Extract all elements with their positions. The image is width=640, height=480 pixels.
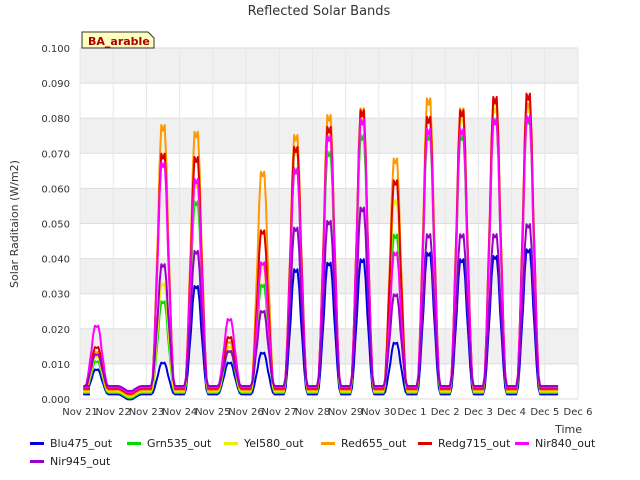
grid-band bbox=[80, 328, 578, 364]
legend-label: Blu475_out bbox=[50, 436, 113, 450]
series-line-Nir945_out bbox=[83, 206, 559, 392]
x-tick-label: Nov 25 bbox=[195, 407, 230, 418]
series-lines bbox=[83, 92, 559, 401]
x-tick-label: Nov 29 bbox=[328, 407, 363, 418]
y-tick-label: 0.050 bbox=[41, 220, 70, 231]
x-tick-label: Dec 1 bbox=[398, 407, 427, 418]
grid-band bbox=[80, 48, 578, 84]
x-axis-label: Time bbox=[554, 423, 582, 436]
x-tick-label: Nov 27 bbox=[261, 407, 296, 418]
y-tick-label: 0.070 bbox=[41, 149, 70, 160]
y-axis-label: Solar Raditaion (W/m2) bbox=[8, 160, 21, 288]
y-tick-label: 0.000 bbox=[41, 395, 70, 406]
x-tick-label: Nov 28 bbox=[295, 407, 330, 418]
y-tick-label: 0.060 bbox=[41, 184, 70, 195]
x-tick-label: Nov 23 bbox=[129, 407, 164, 418]
legend-item: Blu475_out bbox=[30, 437, 127, 450]
site-label-text: BA_arable bbox=[88, 35, 150, 48]
y-tick-label: 0.020 bbox=[41, 325, 70, 336]
x-tick-label: Dec 6 bbox=[564, 407, 593, 418]
y-tick-label: 0.010 bbox=[41, 360, 70, 371]
legend-swatch bbox=[30, 441, 44, 445]
grid-band bbox=[80, 188, 578, 224]
series-line-Blu475_out bbox=[83, 248, 559, 401]
legend-label: Red655_out bbox=[341, 436, 407, 450]
series-line-Nir840_out bbox=[83, 114, 559, 394]
y-tick-label: 0.100 bbox=[41, 44, 70, 55]
x-tick-label: Nov 21 bbox=[62, 407, 97, 418]
y-tick-label: 0.080 bbox=[41, 114, 70, 125]
chart-title: Reflected Solar Bands bbox=[248, 4, 391, 19]
x-tick-label: Dec 2 bbox=[431, 407, 460, 418]
x-tick-label: Dec 4 bbox=[497, 407, 526, 418]
x-tick-label: Dec 5 bbox=[530, 407, 559, 418]
legend-item: Grn535_out bbox=[127, 437, 224, 450]
y-tick-label: 0.030 bbox=[41, 290, 70, 301]
legend-label: Yel580_out bbox=[244, 436, 304, 450]
y-tick-label: 0.090 bbox=[41, 79, 70, 90]
legend-swatch bbox=[30, 459, 44, 463]
site-label-badge: BA_arable bbox=[81, 31, 155, 49]
legend-swatch bbox=[127, 441, 141, 445]
x-tick-label: Nov 22 bbox=[95, 407, 130, 418]
legend-label: Grn535_out bbox=[147, 436, 212, 450]
x-tick-label: Nov 30 bbox=[361, 407, 396, 418]
legend-swatch bbox=[321, 441, 335, 445]
legend-label: Redg715_out bbox=[438, 436, 511, 450]
legend-item: Nir840_out bbox=[515, 437, 612, 450]
legend-swatch bbox=[515, 441, 529, 445]
legend: Blu475_out Grn535_out Yel580_out Red655_out… bbox=[30, 434, 630, 470]
x-tick-label: Nov 26 bbox=[228, 407, 263, 418]
legend-swatch bbox=[418, 441, 432, 445]
y-axis-ticks: 0.000 0.010 0.020 0.030 0.040 0.050 0.060 0.070… bbox=[41, 44, 70, 406]
y-tick-label: 0.040 bbox=[41, 255, 70, 266]
x-tick-label: Dec 3 bbox=[464, 407, 493, 418]
legend-item: Yel580_out bbox=[224, 437, 321, 450]
legend-item: Red655_out bbox=[321, 437, 418, 450]
x-tick-label: Nov 24 bbox=[162, 407, 197, 418]
legend-label: Nir945_out bbox=[50, 454, 111, 468]
legend-item: Redg715_out bbox=[418, 437, 515, 450]
legend-item: Nir945_out bbox=[30, 455, 127, 468]
legend-swatch bbox=[224, 441, 238, 445]
legend-label: Nir840_out bbox=[535, 436, 596, 450]
